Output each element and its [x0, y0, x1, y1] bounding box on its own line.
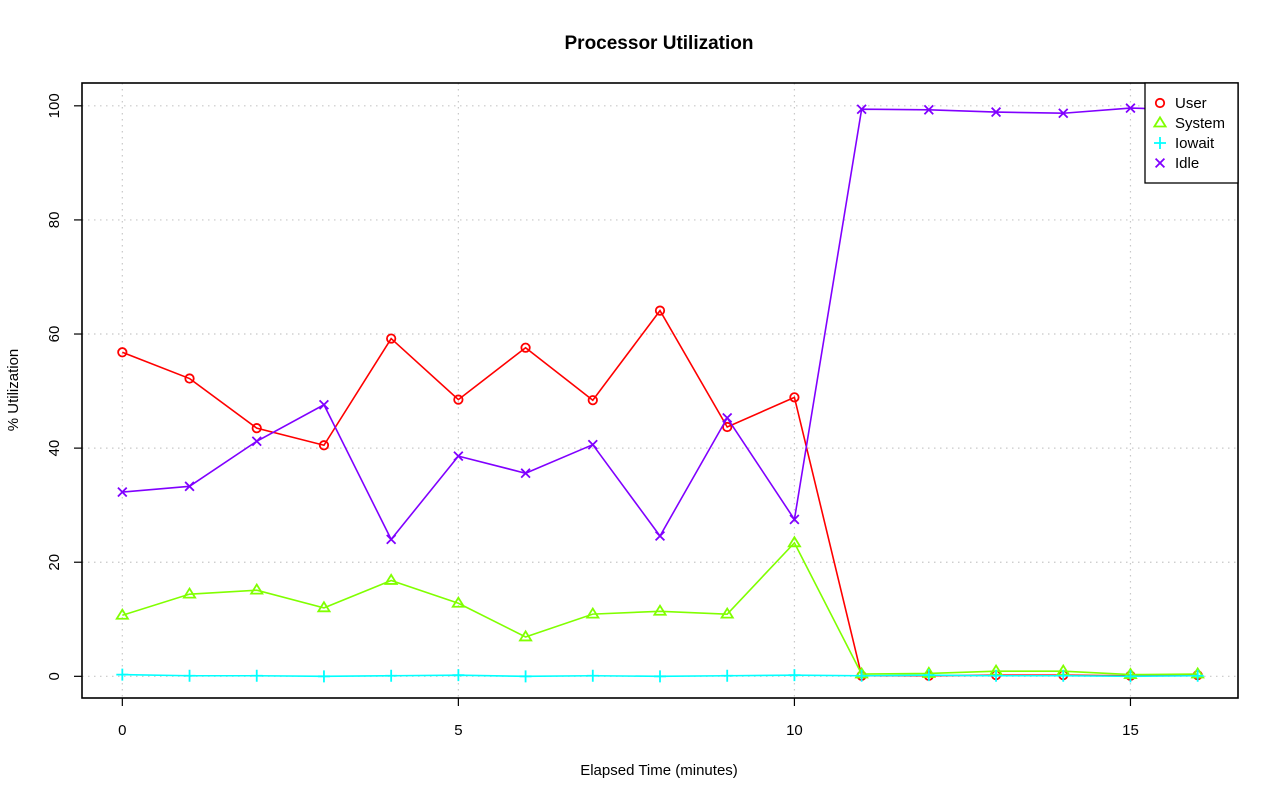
y-tick-label: 20 [46, 554, 63, 571]
plot-frame [81, 82, 1239, 699]
data-point-idle [789, 514, 800, 525]
y-axis-label: % Utilization [5, 349, 22, 432]
data-point-user [386, 333, 397, 344]
data-point-system [585, 606, 601, 619]
data-point-idle [722, 412, 733, 423]
legend-label-user: User [1175, 95, 1207, 112]
data-point-iowait [385, 669, 398, 682]
data-point-iowait [855, 669, 868, 682]
data-point-system [383, 573, 399, 585]
data-point-idle [991, 107, 1002, 118]
data-point-idle [1058, 108, 1069, 119]
legend-item-user: User [1154, 95, 1207, 112]
data-point-idle [1125, 103, 1136, 114]
data-point-iowait [654, 670, 666, 683]
data-point-user [184, 373, 195, 384]
data-point-idle [386, 534, 397, 545]
data-point-system [787, 535, 802, 548]
legend-marker-system [1152, 115, 1168, 128]
data-point-iowait [586, 669, 599, 682]
data-point-iowait [317, 670, 330, 683]
data-point-user [520, 342, 531, 353]
x-tick-label: 5 [454, 722, 462, 739]
series-line-system [122, 541, 1198, 676]
data-point-idle [251, 436, 262, 447]
data-point-iowait [1057, 669, 1070, 682]
series-group [115, 103, 1205, 683]
data-point-idle [117, 487, 128, 498]
chart-title: Processor Utilization [565, 33, 754, 54]
data-point-system [518, 629, 533, 642]
legend-item-idle: Idle [1154, 155, 1199, 172]
legend: User System Iowait Idle [1144, 82, 1239, 184]
legend-label-idle: Idle [1175, 155, 1199, 172]
data-point-user [789, 392, 800, 403]
y-tick-label: 100 [46, 93, 63, 118]
data-point-idle [453, 451, 464, 462]
y-tick-label: 80 [46, 212, 63, 229]
data-point-idle [318, 399, 329, 410]
data-point-iowait [990, 669, 1003, 682]
y-tick-label: 0 [46, 672, 63, 680]
series-iowait [116, 668, 1204, 683]
axis-ticks: 0 5 10 15 0 20 40 60 80 100 [46, 93, 1139, 739]
data-point-iowait [1191, 669, 1204, 682]
x-tick-label: 15 [1122, 722, 1139, 739]
data-point-iowait [721, 669, 734, 682]
data-point-system [451, 595, 466, 608]
data-point-idle [654, 530, 666, 542]
data-point-iowait [250, 669, 263, 682]
data-point-idle [520, 468, 531, 479]
legend-item-system: System [1152, 115, 1225, 132]
y-tick-label: 60 [46, 326, 63, 343]
x-tick-label: 10 [786, 722, 803, 739]
data-point-idle [184, 481, 195, 492]
data-point-user [117, 347, 128, 358]
data-point-user [318, 440, 330, 451]
legend-marker-idle [1154, 157, 1166, 169]
data-point-system [719, 606, 735, 619]
series-line-idle [122, 107, 1198, 541]
legend-marker-iowait [1154, 137, 1166, 149]
data-point-system [115, 607, 130, 620]
grid [82, 83, 1238, 698]
series-system [115, 535, 1205, 679]
legend-item-iowait: Iowait [1154, 135, 1215, 152]
data-point-user [587, 395, 598, 406]
data-point-user [453, 394, 464, 405]
data-point-idle [923, 104, 934, 115]
data-point-system [652, 603, 668, 616]
x-axis-label: Elapsed Time (minutes) [580, 762, 738, 779]
x-tick-label: 0 [118, 722, 126, 739]
data-point-user [654, 305, 666, 316]
y-tick-label: 40 [46, 440, 63, 457]
data-point-iowait [519, 670, 532, 683]
data-point-user [722, 421, 733, 433]
data-point-system [249, 582, 264, 595]
data-point-idle [587, 439, 598, 450]
data-point-iowait [452, 669, 465, 682]
data-point-iowait [1124, 670, 1137, 683]
series-user [117, 305, 1203, 681]
data-point-system [182, 586, 197, 599]
legend-marker-user [1154, 97, 1166, 109]
data-point-system [316, 600, 332, 613]
data-point-iowait [183, 669, 196, 682]
legend-label-iowait: Iowait [1175, 135, 1215, 152]
data-point-iowait [788, 669, 801, 682]
legend-items: User System Iowait Idle [1152, 95, 1225, 172]
data-point-iowait [116, 668, 129, 681]
series-line-user [122, 309, 1198, 677]
legend-label-system: System [1175, 115, 1225, 132]
data-point-idle [856, 104, 867, 115]
data-point-iowait [922, 669, 935, 682]
series-idle [117, 103, 1203, 545]
data-point-user [251, 423, 262, 434]
